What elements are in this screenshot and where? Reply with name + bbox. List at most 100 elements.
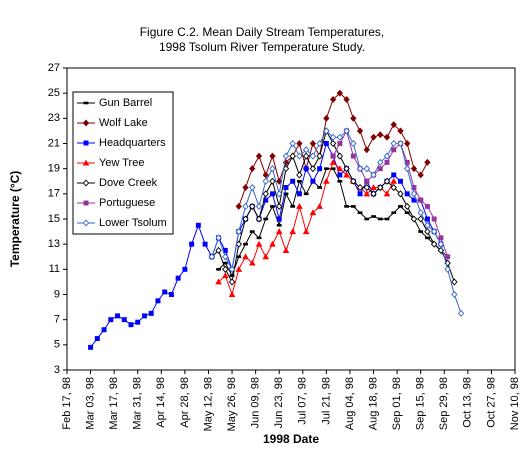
marker bbox=[410, 165, 418, 173]
marker bbox=[417, 171, 424, 179]
series-line bbox=[211, 130, 462, 314]
marker bbox=[269, 191, 275, 197]
x-tick-label: Mar 31, 98 bbox=[132, 377, 144, 430]
marker bbox=[101, 327, 107, 333]
marker bbox=[242, 184, 249, 191]
series bbox=[216, 167, 451, 277]
marker bbox=[391, 172, 397, 178]
marker bbox=[262, 177, 269, 185]
marker bbox=[323, 167, 329, 170]
x-tick-label: Feb 17, 98 bbox=[61, 377, 73, 430]
marker bbox=[249, 184, 256, 192]
marker bbox=[364, 217, 370, 221]
marker bbox=[255, 215, 263, 223]
marker bbox=[343, 127, 350, 135]
marker bbox=[363, 184, 370, 192]
series bbox=[208, 127, 458, 286]
marker bbox=[215, 246, 222, 254]
y-tick-label: 7 bbox=[54, 314, 60, 326]
legend-label: Wolf Lake bbox=[99, 117, 148, 129]
marker bbox=[356, 184, 364, 192]
marker bbox=[202, 241, 208, 247]
marker bbox=[350, 205, 356, 208]
marker bbox=[215, 278, 222, 285]
legend-label: Yew Tree bbox=[99, 157, 144, 169]
x-tick-label: May 26, 98 bbox=[226, 377, 238, 431]
marker bbox=[309, 152, 317, 160]
legend-label: Gun Barrel bbox=[99, 97, 152, 109]
marker bbox=[316, 202, 323, 209]
marker bbox=[82, 179, 90, 187]
marker bbox=[82, 119, 90, 127]
marker bbox=[121, 317, 127, 323]
y-tick-label: 9 bbox=[54, 288, 60, 300]
marker bbox=[189, 241, 195, 247]
marker bbox=[370, 171, 377, 179]
marker bbox=[228, 291, 236, 297]
marker bbox=[343, 171, 350, 178]
marker bbox=[83, 101, 89, 105]
marker bbox=[337, 179, 343, 183]
marker bbox=[350, 153, 356, 159]
marker bbox=[390, 139, 397, 148]
marker bbox=[337, 172, 343, 178]
marker bbox=[383, 177, 391, 185]
marker bbox=[303, 166, 309, 172]
marker bbox=[296, 191, 302, 197]
chart-title: Figure C.2. Mean Daily Stream Temperatur… bbox=[140, 25, 385, 39]
marker bbox=[370, 133, 377, 141]
x-tick-label: Sep 29, 98 bbox=[438, 377, 450, 430]
marker bbox=[397, 127, 404, 135]
marker bbox=[296, 171, 303, 179]
marker bbox=[336, 152, 344, 160]
marker bbox=[425, 236, 430, 240]
marker bbox=[243, 242, 248, 246]
marker bbox=[317, 186, 323, 189]
marker bbox=[289, 152, 296, 160]
marker bbox=[290, 178, 296, 184]
marker bbox=[343, 165, 350, 173]
marker bbox=[83, 140, 89, 146]
marker bbox=[357, 211, 363, 215]
marker bbox=[316, 152, 323, 160]
marker bbox=[323, 141, 329, 146]
marker bbox=[371, 215, 376, 218]
marker bbox=[384, 159, 390, 165]
marker bbox=[303, 192, 309, 196]
marker bbox=[276, 216, 282, 222]
marker bbox=[276, 223, 282, 227]
marker bbox=[249, 230, 255, 233]
y-tick-label: 11 bbox=[49, 263, 60, 275]
marker bbox=[222, 261, 228, 265]
marker bbox=[418, 230, 424, 233]
marker bbox=[135, 319, 141, 325]
marker bbox=[228, 265, 236, 273]
marker bbox=[168, 292, 174, 297]
marker bbox=[424, 158, 431, 166]
marker bbox=[82, 219, 90, 227]
marker bbox=[370, 184, 377, 191]
marker bbox=[235, 228, 242, 236]
marker bbox=[222, 253, 229, 261]
marker bbox=[344, 205, 349, 208]
y-tick-label: 21 bbox=[48, 137, 60, 149]
x-tick-label: Jun 09, 98 bbox=[250, 377, 262, 428]
marker bbox=[283, 192, 289, 196]
marker bbox=[377, 131, 384, 139]
y-tick-label: 13 bbox=[48, 238, 60, 250]
marker bbox=[404, 140, 411, 147]
marker bbox=[418, 197, 424, 203]
x-tick-label: Sep 01, 98 bbox=[391, 377, 403, 430]
marker bbox=[256, 236, 262, 240]
marker bbox=[451, 290, 458, 299]
x-tick-label: Mar 17, 98 bbox=[108, 377, 120, 430]
marker bbox=[384, 217, 390, 221]
marker bbox=[397, 190, 404, 198]
marker bbox=[296, 140, 303, 147]
marker bbox=[276, 202, 283, 210]
marker bbox=[222, 272, 229, 279]
y-tick-label: 25 bbox=[48, 87, 60, 99]
marker bbox=[404, 202, 411, 210]
marker bbox=[302, 228, 310, 235]
marker bbox=[445, 254, 451, 260]
